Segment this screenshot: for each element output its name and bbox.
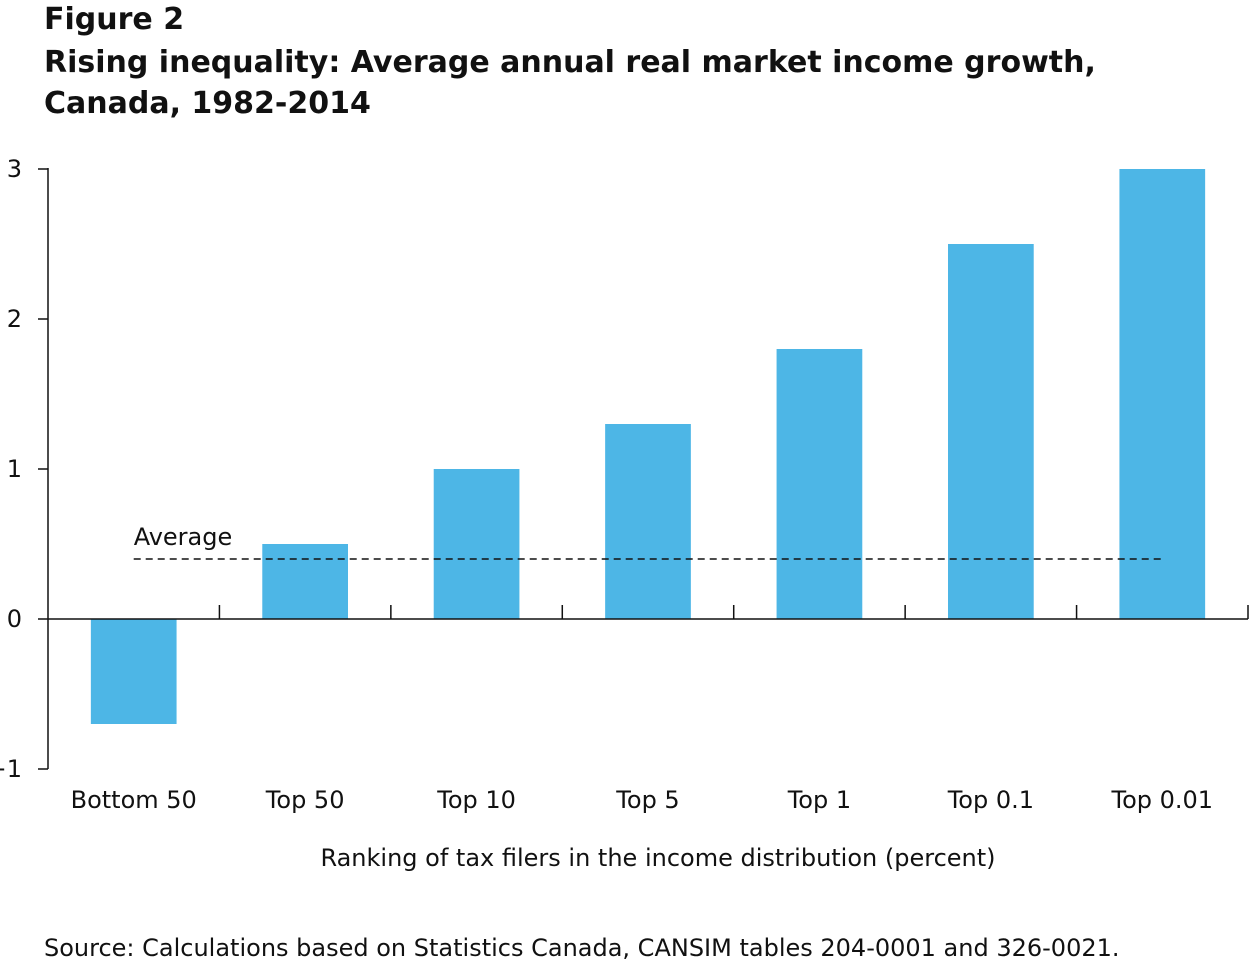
category-label: Top 0.01: [1110, 786, 1213, 814]
category-label: Bottom 50: [71, 786, 197, 814]
figure-label: Figure 2: [44, 2, 185, 37]
y-tick-label: 0: [7, 605, 22, 633]
category-label: Top 0.1: [947, 786, 1034, 814]
average-reference-line: Average: [133, 523, 1163, 560]
y-tick-label: 3: [7, 155, 22, 183]
y-tick-label: 2: [7, 305, 22, 333]
x-axis: [48, 605, 1249, 620]
y-axis: −1 0 1 2 3: [0, 155, 49, 783]
bar-top-1: [776, 349, 863, 619]
bar-top-0-1: [948, 244, 1034, 619]
category-label: Top 50: [265, 786, 345, 814]
chart-title: Rising inequality: Average annual real m…: [44, 45, 1096, 121]
bar-top-50: [262, 544, 348, 619]
y-tick-label: −1: [0, 755, 22, 783]
bar-top-0-01: [1119, 169, 1206, 619]
category-labels: Bottom 50 Top 50 Top 10 Top 5 Top 1 Top 0.1 To…: [71, 786, 1213, 814]
bar-top-5: [605, 424, 691, 619]
source-note: Source: Calculations based on Statistics…: [44, 934, 1120, 962]
average-label: Average: [134, 523, 233, 551]
bars: [90, 169, 1206, 724]
bar-top-10: [433, 469, 520, 619]
x-axis-title: Ranking of tax filers in the income dist…: [320, 844, 995, 872]
bar-bottom-50: [90, 619, 177, 724]
category-label: Top 5: [615, 786, 679, 814]
y-tick-label: 1: [7, 455, 22, 483]
category-label: Top 10: [436, 786, 516, 814]
category-label: Top 1: [787, 786, 851, 814]
